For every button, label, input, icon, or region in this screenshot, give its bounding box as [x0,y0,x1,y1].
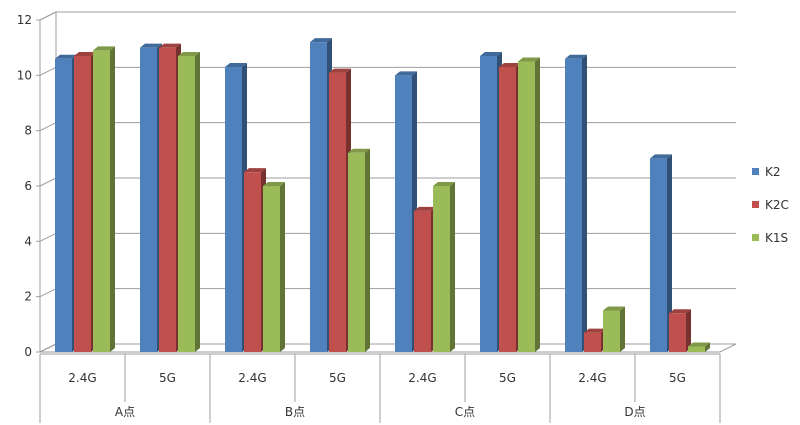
legend-swatch-k2 [752,168,759,175]
bar-side-k1s [450,182,455,352]
bar-top-k2c [244,168,266,173]
bar-top-k2c [669,309,691,314]
bar-top-k1s [348,148,370,153]
legend-swatch-k1s [752,234,759,241]
bar-top-k1s [263,182,285,186]
gridline-depth [39,66,57,76]
bar-top-k2c [414,206,436,211]
bar-k1s [518,61,535,352]
bar-k2c [584,332,601,352]
bar-k2c [499,67,516,353]
bar-side-k1s [195,51,200,352]
gridline-depth [39,122,57,132]
bar-top-k1s [433,182,455,186]
bar-side-k2 [582,54,587,352]
bar-top-k2 [140,43,162,48]
x-category-label: 2.4G [238,371,266,385]
y-tick-label: 12 [17,13,32,27]
bar-k1s [603,310,620,352]
x-category-label: 2.4G [578,371,606,385]
bar-k1s [178,55,195,352]
legend-label-k2c: K2C [765,198,789,212]
legend-swatch-k2c [752,201,759,208]
bar-k1s [433,186,450,352]
bar-top-k2c [74,51,96,56]
x-group-label: D点 [624,405,645,419]
bar-side-k1s [705,342,710,352]
bar-top-k2c [159,43,181,48]
bar-side-k1s [535,57,540,352]
bar-k1s [263,186,280,352]
bar-k2 [650,158,667,352]
y-tick-label: 4 [24,234,32,248]
bar-side-k2 [667,154,672,352]
bar-top-k2 [565,54,587,59]
bar-top-k1s [93,46,115,51]
gridline-depth [39,11,57,21]
gridline-depth [39,232,57,242]
y-tick-label: 8 [24,124,32,138]
bar-top-k1s [178,51,200,56]
x-category-label: 5G [329,371,346,385]
x-category-label: 2.4G [408,371,436,385]
bar-top-k2c [499,63,521,68]
bar-top-k2 [310,38,332,43]
x-category-label: 5G [499,371,516,385]
gridline-depth [39,343,57,353]
bar-side-k1s [110,46,115,352]
bar-side-k1s [620,306,625,352]
bar-k1s [348,152,365,352]
gridline-depth [39,288,57,298]
bar-side-k1s [365,148,370,352]
gridline-depth [39,177,57,187]
bar-k2c [159,47,176,353]
bar-top-k1s [688,342,710,347]
bar-k1s [93,50,110,352]
bar-k2 [310,42,327,353]
bar-k2 [480,55,497,352]
x-category-label: 5G [669,371,686,385]
bar-top-k2 [480,51,502,56]
legend-label-k1s: K1S [765,231,788,245]
x-group-label: B点 [285,405,305,419]
bar-k2c [244,172,261,352]
bar-top-k1s [603,306,625,311]
bar-k2c [329,72,346,353]
y-tick-label: 10 [17,68,32,82]
bar-k2c [669,313,686,352]
x-group-label: A点 [115,405,135,419]
x-category-label: 5G [159,371,176,385]
bar-k2c [414,210,431,352]
legend-label-k2: K2 [765,165,781,179]
bar-top-k2 [650,154,672,159]
bar-side-k2c [686,309,691,352]
bar-side-k1s [280,182,285,352]
x-group-label: C点 [455,405,475,419]
bar-top-k2 [225,63,247,68]
bar-top-k2 [55,54,77,59]
bar-top-k2 [395,71,417,76]
bar-k2 [565,58,582,352]
bar-top-k2c [584,328,606,333]
bar-k1s [688,346,705,352]
bar-k2 [55,58,72,352]
x-category-label: 2.4G [68,371,96,385]
bar-k2c [74,55,91,352]
bar-k2 [140,47,157,353]
y-tick-label: 0 [24,345,32,359]
y-tick-label: 6 [24,179,32,193]
y-tick-label: 2 [24,290,32,304]
bar-top-k2c [329,68,351,73]
bar-k2 [225,67,242,353]
bar-top-k1s [518,57,540,62]
bar-k2 [395,75,412,352]
